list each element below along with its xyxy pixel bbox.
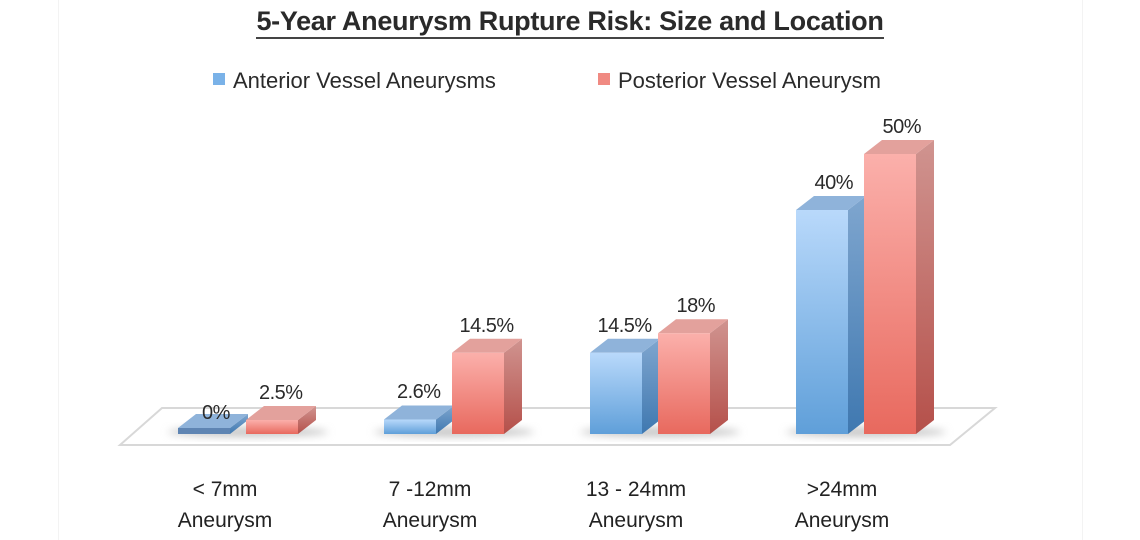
category-label-line1: >24mm bbox=[806, 478, 878, 501]
bar-top bbox=[796, 196, 866, 210]
bar-front-anterior bbox=[178, 428, 230, 434]
bar-side bbox=[916, 140, 934, 434]
category-label-13-24: 13 - 24mm Aneurysm bbox=[556, 474, 716, 536]
bar-top bbox=[178, 414, 248, 428]
bar-front-anterior bbox=[796, 210, 848, 434]
value-label: 14.5% bbox=[459, 314, 515, 337]
legend-label-posterior: Posterior Vessel Aneurysm bbox=[618, 68, 881, 93]
legend-label-anterior: Anterior Vessel Aneurysms bbox=[233, 68, 496, 93]
bar-side bbox=[436, 405, 454, 434]
bar-front-anterior bbox=[590, 352, 642, 434]
category-label-line1: 13 - 24mm bbox=[585, 478, 687, 501]
value-label: 40% bbox=[814, 172, 854, 194]
category-label-line2: Aneurysm bbox=[382, 509, 478, 532]
value-label: 0% bbox=[202, 402, 230, 424]
bar-front-posterior bbox=[864, 154, 916, 434]
bar-side bbox=[298, 406, 316, 434]
value-label: 2.6% bbox=[397, 381, 441, 404]
category-label-gt24: >24mm Aneurysm bbox=[762, 474, 922, 536]
bar-side bbox=[642, 338, 660, 434]
bars-group bbox=[168, 140, 946, 437]
value-label: 2.5% bbox=[259, 382, 303, 404]
value-label: 50% bbox=[882, 116, 922, 138]
bar-side bbox=[710, 319, 728, 434]
category-label-line2: Aneurysm bbox=[794, 509, 890, 532]
left-edge-line bbox=[58, 0, 59, 540]
bar-top bbox=[384, 405, 454, 420]
bar-top bbox=[452, 338, 522, 353]
legend-item-anterior: Anterior Vessel Aneurysms bbox=[213, 68, 496, 94]
value-label: 18% bbox=[676, 295, 716, 318]
chart-legend: Anterior Vessel Aneurysms Posterior Vess… bbox=[0, 68, 1140, 98]
legend-item-posterior: Posterior Vessel Aneurysm bbox=[598, 68, 881, 94]
category-label-7-12: 7 -12mm Aneurysm bbox=[350, 474, 510, 536]
category-label-line1: < 7mm bbox=[192, 478, 258, 501]
bar-front-posterior bbox=[246, 420, 298, 434]
bar-front-posterior bbox=[658, 333, 710, 434]
category-label-line2: Aneurysm bbox=[177, 509, 273, 532]
bar-top bbox=[658, 319, 728, 334]
chart-title-text: 5-Year Aneurysm Rupture Risk: Size and L… bbox=[256, 6, 884, 39]
bar-front-anterior bbox=[384, 419, 436, 434]
category-label-line2: Aneurysm bbox=[588, 509, 684, 532]
bar-side bbox=[848, 196, 866, 434]
right-edge-line bbox=[1082, 0, 1083, 540]
bar-front-posterior bbox=[452, 352, 504, 434]
bar-top bbox=[590, 338, 660, 353]
bar-top bbox=[246, 406, 316, 420]
value-label: 14.5% bbox=[597, 314, 653, 337]
legend-swatch-red-icon bbox=[598, 73, 610, 85]
chart-title: 5-Year Aneurysm Rupture Risk: Size and L… bbox=[0, 6, 1140, 39]
legend-swatch-blue-icon bbox=[213, 73, 225, 85]
bar-top bbox=[864, 140, 934, 154]
category-label-lt7: < 7mm Aneurysm bbox=[145, 474, 305, 536]
category-label-line1: 7 -12mm bbox=[388, 478, 472, 501]
bar-side bbox=[230, 414, 248, 434]
bar-side bbox=[504, 338, 522, 434]
